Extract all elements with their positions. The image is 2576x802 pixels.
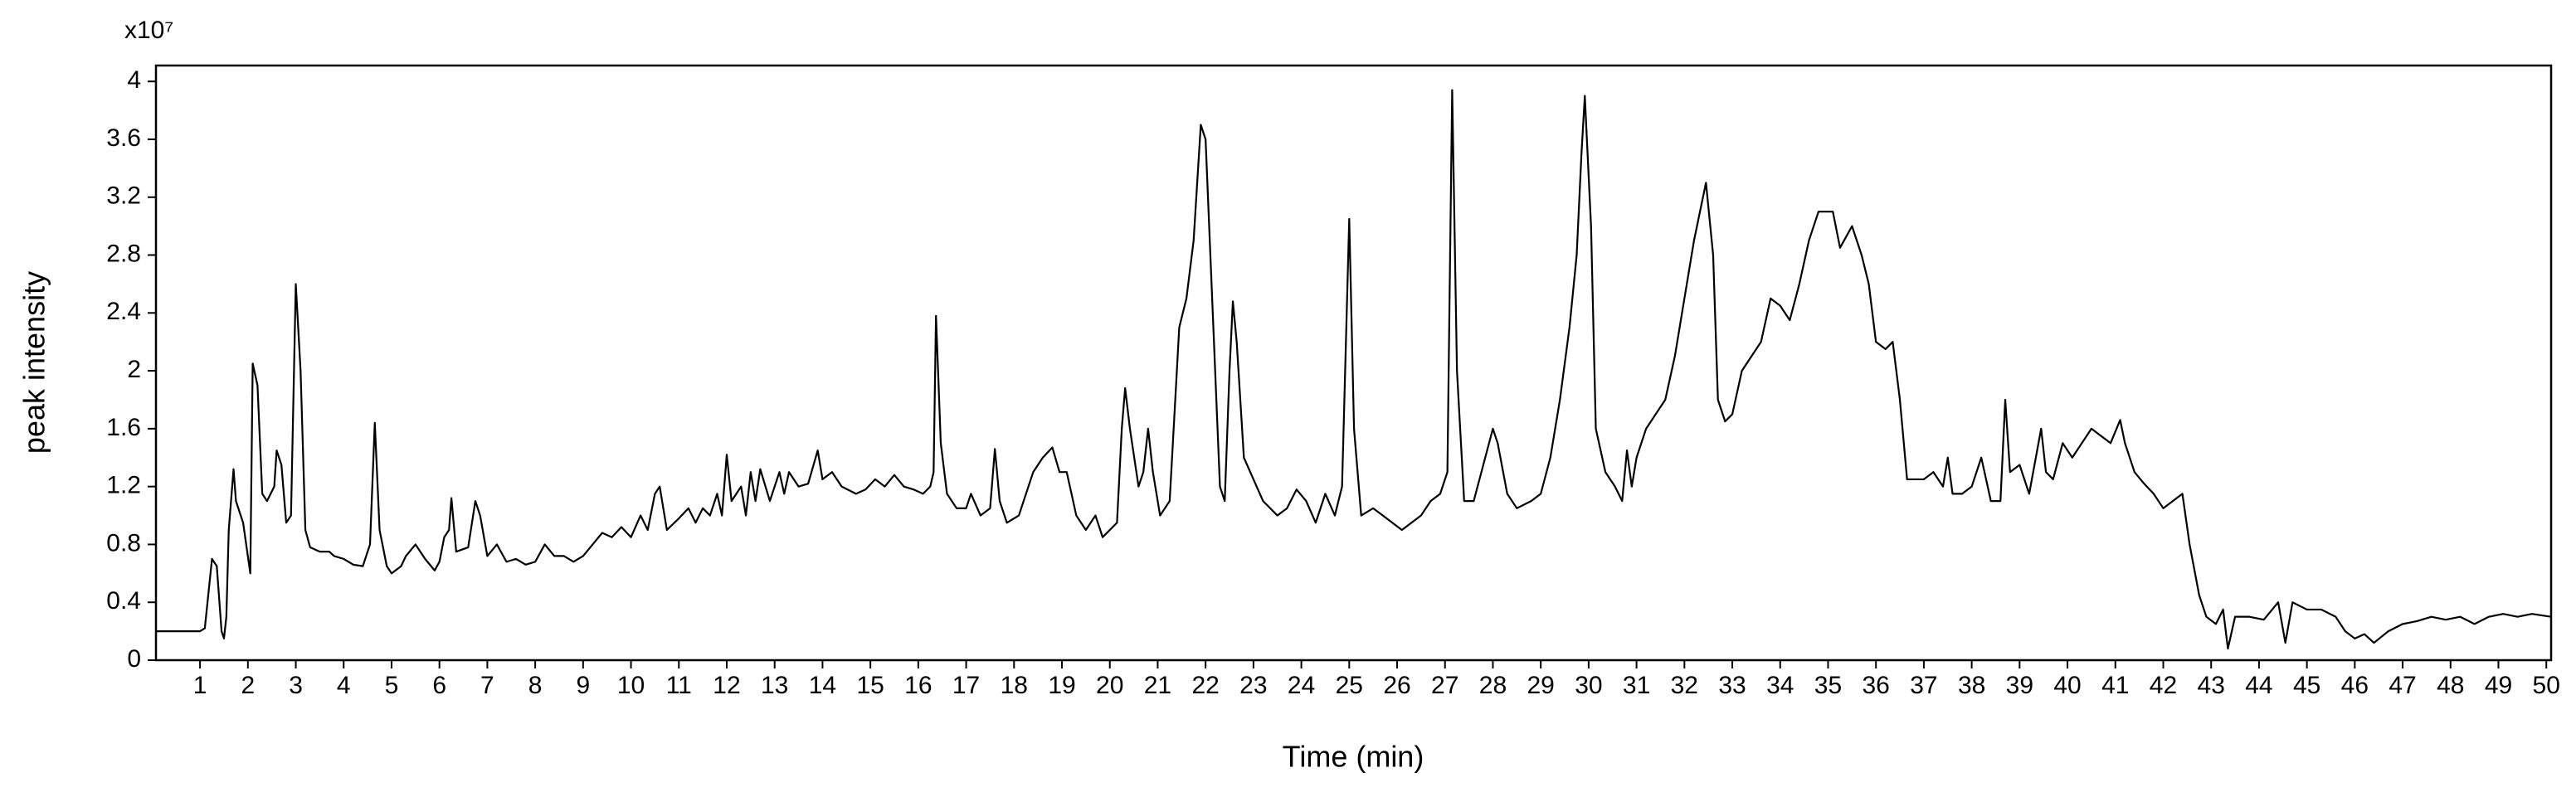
y-tick-label: 0 [127,645,141,673]
x-tick-label: 3 [289,672,303,699]
x-tick-label: 31 [1623,672,1650,699]
x-tick-label: 17 [952,672,980,699]
x-tick-label: 10 [617,672,645,699]
x-tick-label: 34 [1766,672,1794,699]
x-tick-label: 50 [2533,672,2560,699]
y-tick-label: 0.4 [106,587,141,615]
x-tick-label: 18 [1001,672,1028,699]
x-tick-label: 23 [1239,672,1267,699]
x-tick-label: 20 [1096,672,1123,699]
x-tick-label: 27 [1431,672,1458,699]
x-tick-label: 46 [2341,672,2369,699]
x-tick-label: 15 [856,672,884,699]
x-tick-label: 32 [1671,672,1698,699]
x-tick-label: 30 [1575,672,1602,699]
chromatogram-line [156,89,2552,650]
x-tick-label: 19 [1048,672,1075,699]
x-tick-label: 14 [809,672,836,699]
y-tick-label: 0.8 [106,529,141,557]
x-tick-label: 2 [241,672,255,699]
x-tick-label: 9 [576,672,590,699]
x-tick-label: 43 [2198,672,2225,699]
x-tick-label: 48 [2437,672,2464,699]
x-tick-label: 1 [193,672,207,699]
x-tick-label: 45 [2293,672,2320,699]
x-tick-label: 21 [1144,672,1171,699]
x-tick-label: 41 [2101,672,2129,699]
x-tick-label: 24 [1288,672,1315,699]
y-tick-label: 1.2 [106,472,141,499]
y-tick-label: 4 [127,66,141,94]
x-tick-label: 29 [1527,672,1554,699]
x-tick-label: 35 [1814,672,1842,699]
x-tick-label: 38 [1958,672,1985,699]
x-tick-label: 5 [385,672,399,699]
x-tick-label: 36 [1863,672,1890,699]
y-tick-label: 3.2 [106,182,141,210]
y-multiplier: x10⁷ [124,17,173,44]
x-tick-label: 13 [761,672,788,699]
x-tick-label: 6 [432,672,446,699]
x-tick-label: 4 [337,672,351,699]
y-tick-label: 1.6 [106,414,141,441]
x-axis-label: Time (min) [1283,740,1424,774]
x-tick-label: 42 [2150,672,2177,699]
x-tick-label: 7 [480,672,494,699]
x-tick-label: 28 [1479,672,1507,699]
x-tick-label: 33 [1718,672,1746,699]
x-tick-label: 40 [2053,672,2081,699]
x-tick-label: 22 [1191,672,1219,699]
x-tick-label: 25 [1336,672,1363,699]
y-tick-label: 2.8 [106,240,141,267]
x-tick-label: 37 [1910,672,1937,699]
y-tick-label: 2.4 [106,298,141,325]
x-tick-label: 47 [2389,672,2416,699]
y-axis-label: peak intensity [17,271,51,454]
y-tick-label: 2 [127,356,141,383]
x-tick-label: 12 [713,672,740,699]
x-tick-label: 26 [1383,672,1410,699]
x-tick-label: 11 [666,672,692,699]
x-tick-label: 49 [2485,672,2512,699]
x-tick-label: 16 [904,672,932,699]
x-tick-label: 39 [2006,672,2033,699]
x-tick-label: 8 [528,672,543,699]
plot-frame [154,64,2553,662]
y-tick-label: 3.6 [106,124,141,152]
x-tick-label: 44 [2245,672,2272,699]
